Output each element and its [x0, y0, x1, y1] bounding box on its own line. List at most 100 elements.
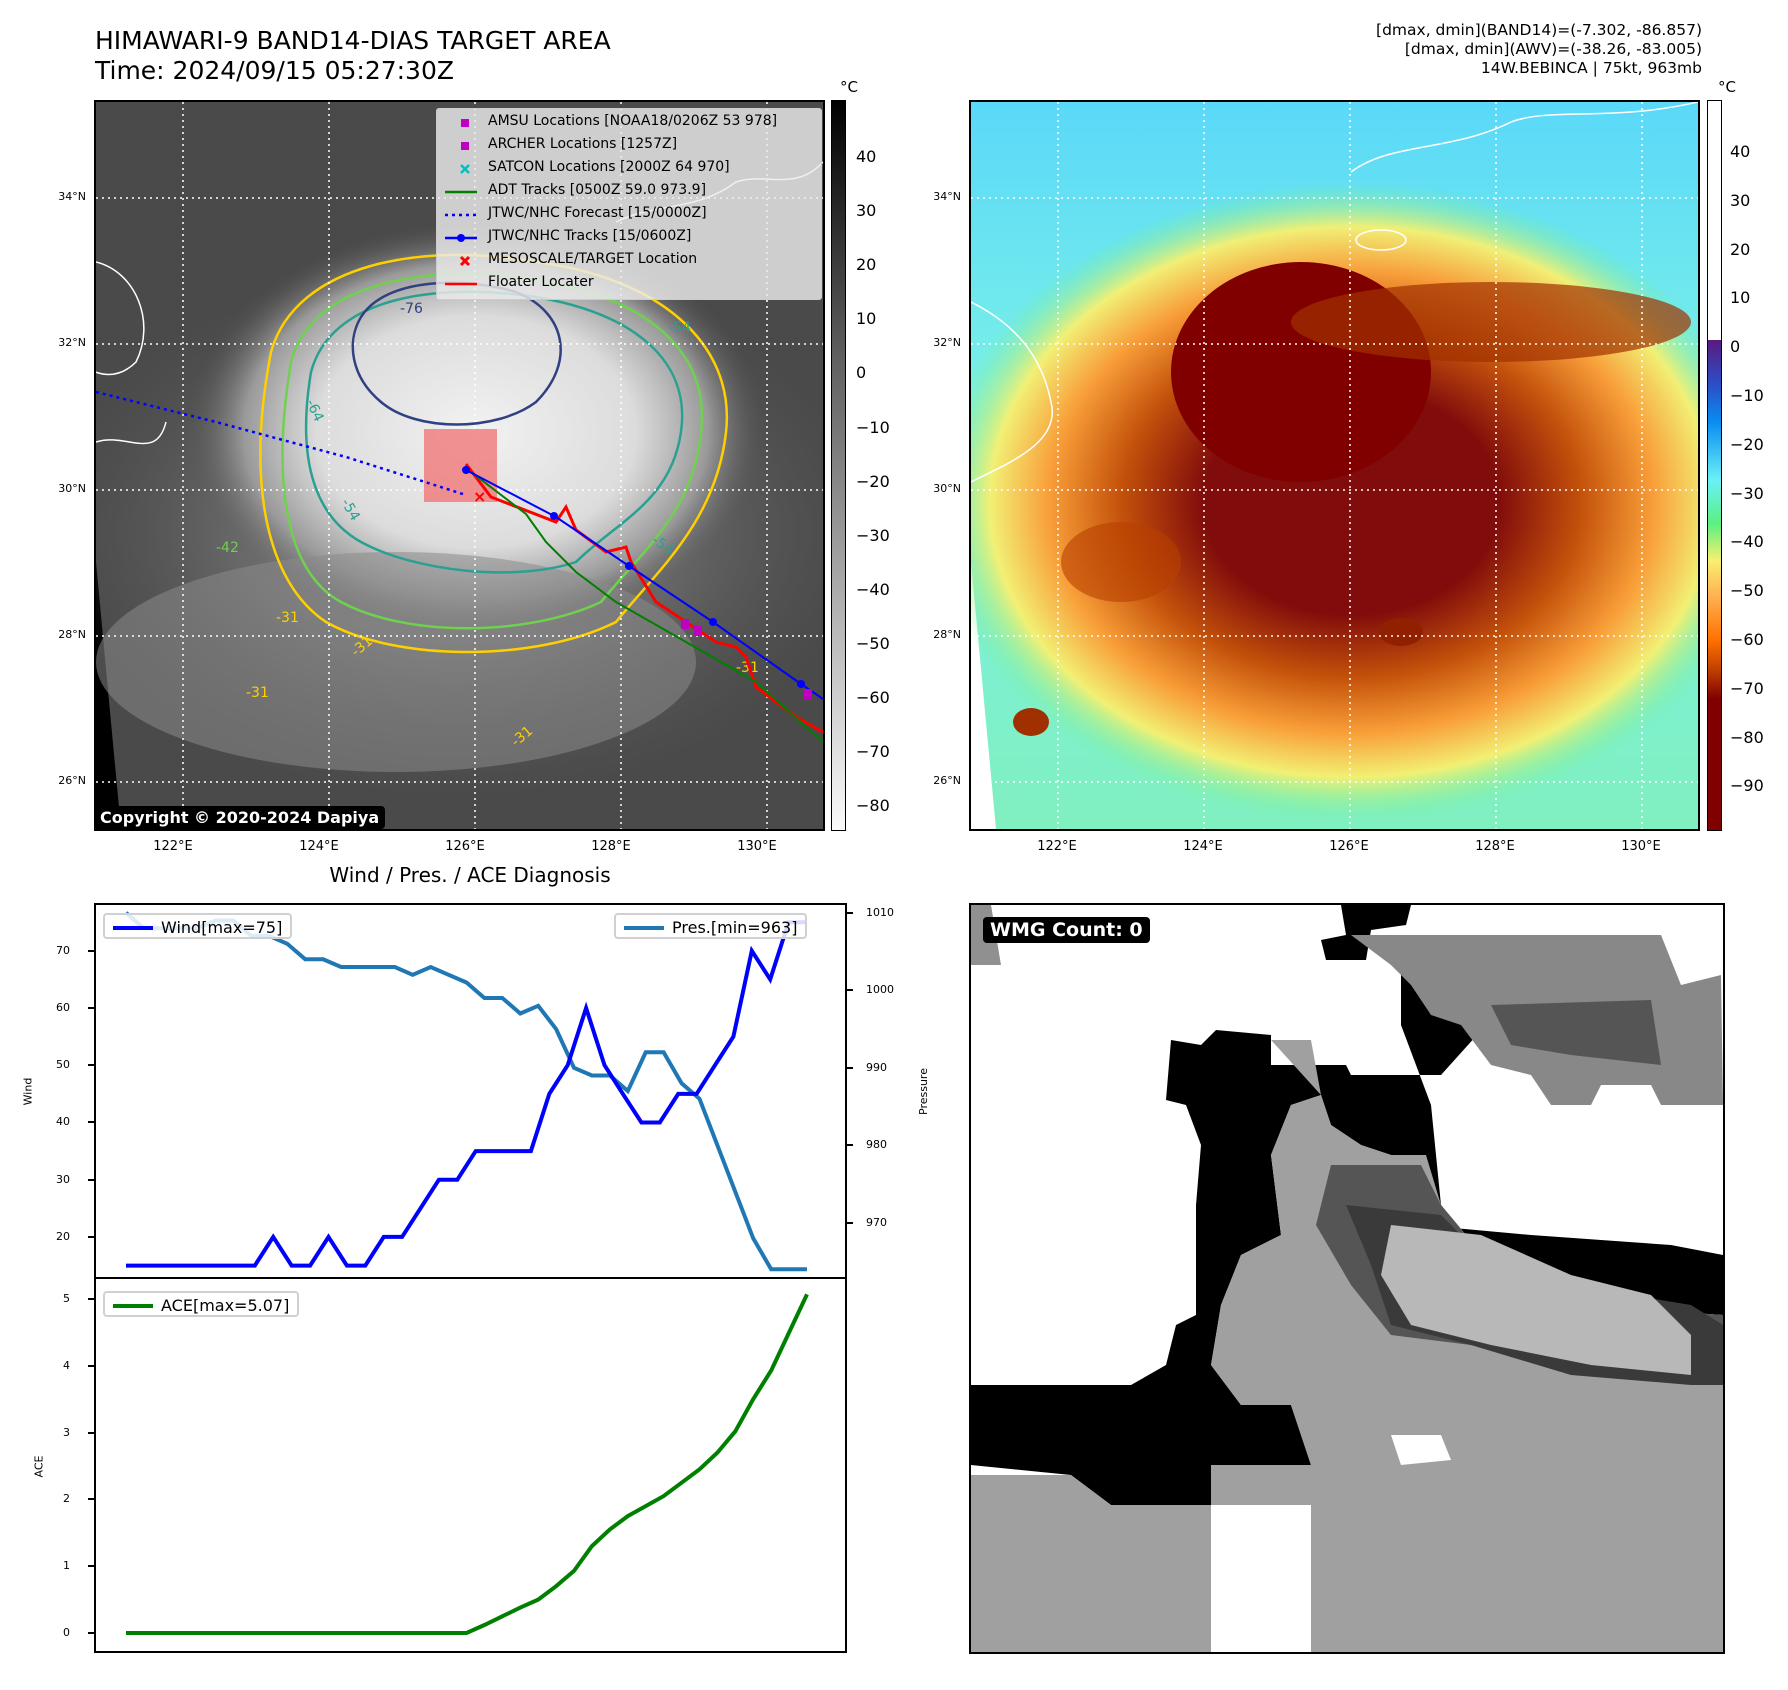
- colorbar-tick-label: 30: [1730, 190, 1751, 210]
- axis-tick-label: 20: [56, 1229, 70, 1243]
- jtwc-best-track: [465, 469, 823, 700]
- x-marker-icon: [445, 253, 485, 269]
- colorbar-tick-label: 20: [1730, 239, 1751, 259]
- axis-tick-label: 4: [63, 1358, 70, 1372]
- colorbar-tick-label: −20: [856, 471, 890, 491]
- colorbar-tick-label: −70: [856, 742, 890, 762]
- line-dot-icon: [445, 230, 485, 246]
- colorbar-tick-label: −30: [856, 525, 890, 545]
- legend-item-archer: ARCHER Locations [1257Z]: [437, 135, 821, 157]
- ace-axis-label: ACE: [32, 1455, 46, 1478]
- wmg-canvas: [971, 905, 1723, 1652]
- ace-chart: [94, 1277, 847, 1653]
- axis-tick-label: 1000: [866, 983, 894, 997]
- wmg-dark-gray-region: [1491, 1000, 1661, 1065]
- axis-tick-mark: [88, 1235, 94, 1238]
- lon-tick: 122°E: [1037, 839, 1077, 854]
- wind-series-line: [126, 920, 807, 1268]
- colorbar-tick-label: 10: [1730, 288, 1751, 308]
- colorbar-tick-label: 40: [1730, 142, 1751, 161]
- graticule: [971, 102, 1698, 829]
- lat-tick: 30°N: [58, 482, 86, 495]
- contour-label: -42: [216, 540, 239, 556]
- lon-tick: 128°E: [1475, 839, 1515, 854]
- colorbar-tick-label: −50: [856, 633, 890, 653]
- legend-item-adt: ADT Tracks [0500Z 59.0 973.9]: [437, 181, 821, 203]
- colorbar-tick-label: −20: [1730, 434, 1764, 454]
- southern-cloud-band: [96, 552, 696, 772]
- colorbar-tick-label: −40: [856, 579, 890, 599]
- contour-label: -31: [276, 610, 299, 626]
- axis-tick-mark: [88, 1121, 94, 1124]
- adt-track: [470, 471, 823, 743]
- axis-tick-mark: [88, 1007, 94, 1009]
- lat-tick: 34°N: [933, 190, 961, 203]
- figure-time: Time: 2024/09/15 05:27:30Z: [95, 56, 454, 85]
- lon-tick: 122°E: [153, 839, 193, 854]
- legend-item-mesoscale: MESOSCALE/TARGET Location: [437, 250, 821, 272]
- ir-enhanced-map: [969, 100, 1700, 831]
- ace-legend-label: ACE[max=5.07]: [161, 1296, 290, 1315]
- legend-item-amsu: AMSU Locations [NOAA18/0206Z 53 978]: [437, 112, 821, 134]
- colorbar-tick-label: 0: [1730, 337, 1741, 357]
- wind-legend-line-icon: [113, 926, 153, 930]
- lat-tick: 26°N: [58, 774, 86, 787]
- axis-tick-mark: [88, 1565, 94, 1568]
- colorbar-tick-label: −10: [856, 417, 890, 437]
- ace-plot: [126, 1293, 809, 1635]
- wmg-light-region: [1381, 1225, 1691, 1375]
- legend-item-satcon: SATCON Locations [2000Z 64 970]: [437, 158, 821, 180]
- contour-label: -31: [246, 685, 269, 701]
- axis-tick-label: 3: [63, 1425, 70, 1439]
- island-outline: [1355, 229, 1407, 251]
- colorbar-tick-label: −80: [856, 796, 890, 816]
- contour-label: -31: [736, 660, 759, 676]
- wind-legend-label: Wind[max=75]: [161, 918, 283, 937]
- colorbar-unit: °C: [840, 78, 858, 96]
- wmg-cell: [1321, 905, 1411, 960]
- figure-title: HIMAWARI-9 BAND14-DIAS TARGET AREA: [95, 26, 611, 55]
- wmg-panel: [969, 903, 1725, 1654]
- pressure-axis-label: Pressure: [916, 1068, 930, 1115]
- jtwc-forecast-track: [96, 390, 467, 497]
- lat-tick: 34°N: [58, 190, 86, 203]
- axis-tick-mark: [847, 1144, 853, 1147]
- colorbar-tick-label: −60: [856, 688, 890, 707]
- axis-tick-mark: [847, 1221, 853, 1224]
- axis-tick-label: 980: [866, 1138, 887, 1152]
- floater-locater-track: [464, 463, 823, 734]
- pressure-legend-line-icon: [624, 926, 664, 930]
- wind-pressure-chart: [94, 903, 847, 1279]
- colorbar-tick-label: −60: [1730, 630, 1764, 649]
- ace-legend: ACE[max=5.07]: [103, 1291, 300, 1317]
- lat-tick: 28°N: [58, 628, 86, 641]
- coastline: [971, 301, 1054, 483]
- lat-tick: 28°N: [933, 628, 961, 641]
- axis-tick-label: 990: [866, 1060, 887, 1074]
- pressure-legend-label: Pres.[min=963]: [672, 918, 798, 937]
- lon-tick: 124°E: [1183, 839, 1223, 854]
- axis-tick-mark: [88, 1178, 94, 1181]
- axis-tick-label: 970: [866, 1215, 887, 1229]
- dotted-line-icon: [445, 207, 485, 223]
- axis-tick-label: 40: [56, 1115, 70, 1129]
- coastline-north: [1350, 102, 1698, 173]
- line-marker-icon: [445, 276, 485, 292]
- axis-tick-mark: [88, 949, 94, 952]
- amsu-archer-points: [681, 619, 812, 699]
- colorbar-tick-label: −30: [1730, 483, 1764, 503]
- axis-tick-mark: [847, 989, 853, 992]
- wind-pressure-plot: [124, 911, 807, 1272]
- colorbar-tick-label: 40: [856, 147, 877, 166]
- lat-tick: 32°N: [933, 336, 961, 349]
- line-marker-icon: [445, 184, 485, 200]
- colorbar-unit: °C: [1718, 78, 1736, 96]
- lon-tick: 126°E: [1329, 839, 1369, 854]
- info-band14-range: [dmax, dmin](BAND14)=(-7.302, -86.857): [1376, 21, 1702, 39]
- contour-label: -54: [668, 320, 691, 336]
- wmg-black-region: [971, 940, 1723, 1505]
- lon-tick: 130°E: [1621, 839, 1661, 854]
- southern-cell: [1379, 618, 1423, 646]
- map-legend: AMSU Locations [NOAA18/0206Z 53 978] ARC…: [436, 108, 822, 300]
- lon-tick: 130°E: [737, 839, 777, 854]
